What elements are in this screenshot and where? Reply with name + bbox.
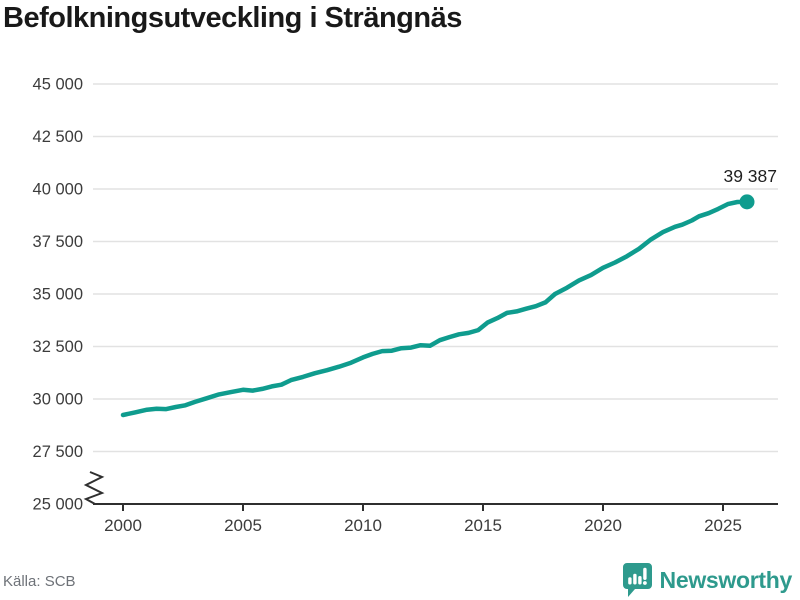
y-tick-label: 30 000: [33, 391, 83, 409]
y-tick-label: 25 000: [33, 496, 83, 514]
x-tick-label: 2015: [464, 516, 502, 535]
y-tick-label: 35 000: [33, 286, 83, 304]
y-tick-label: 40 000: [33, 181, 83, 199]
source-note: Källa: SCB: [3, 573, 76, 590]
newsworthy-wordmark: Newsworthy: [659, 566, 793, 593]
end-value-label: 39 387: [723, 166, 777, 186]
population-series-line: [120, 199, 750, 418]
x-tick-label: 2025: [704, 516, 742, 535]
y-tick-label: 42 500: [33, 128, 83, 146]
axis-break-icon: [83, 471, 105, 505]
y-tick-label: 32 500: [33, 338, 83, 356]
chart-title: Befolkningsutveckling i Strängnäs: [3, 2, 462, 34]
newsworthy-logo: Newsworthy: [622, 562, 792, 598]
y-tick-label: 37 500: [33, 233, 83, 251]
x-tick-label: 2010: [344, 516, 382, 535]
x-tick-label: 2020: [584, 516, 622, 535]
end-point-dot: [739, 194, 755, 210]
newsworthy-icon: [622, 563, 652, 597]
y-tick-label: 27 500: [33, 443, 83, 461]
y-tick-label: 45 000: [33, 76, 83, 94]
x-tick-label: 2005: [224, 516, 262, 535]
x-tick-label: 2000: [104, 516, 142, 535]
